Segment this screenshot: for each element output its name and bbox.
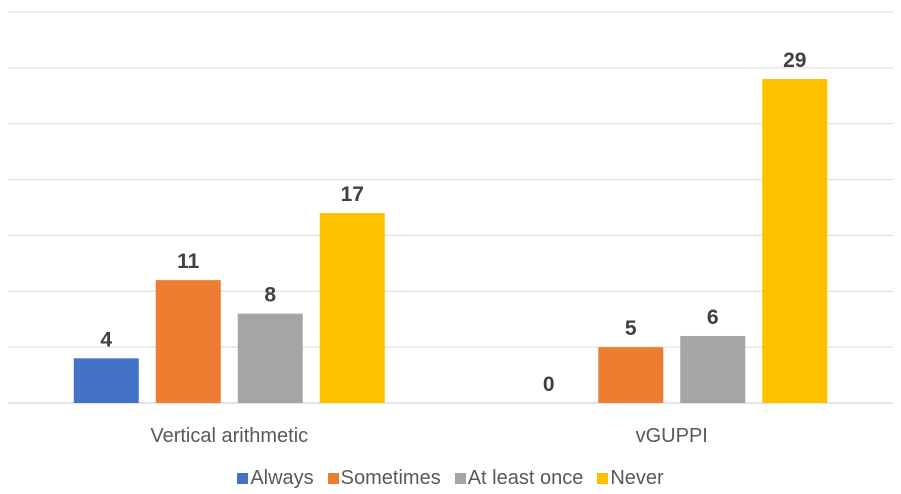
bar-at-least-once <box>680 335 746 403</box>
data-label-always: 4 <box>100 328 112 351</box>
category-label: vGUPPI <box>636 425 708 447</box>
data-label-always: 0 <box>543 373 555 396</box>
bar-sometimes <box>598 347 664 403</box>
legend-item-never: Never <box>597 466 664 490</box>
data-label-never: 29 <box>783 49 806 72</box>
bar-never <box>319 213 385 403</box>
legend-swatch-always <box>237 472 249 484</box>
data-label-never: 17 <box>341 183 364 206</box>
legend-label-at-least-once: At least once <box>467 466 584 489</box>
legend-label-never: Never <box>610 466 664 489</box>
bar-always <box>73 358 139 403</box>
data-label-sometimes: 11 <box>177 250 200 273</box>
legend-item-always: Always <box>237 466 314 490</box>
data-label-at-least-once: 8 <box>264 284 276 307</box>
legend-swatch-at-least-once <box>454 472 466 484</box>
legend-swatch-sometimes <box>327 472 339 484</box>
legend-label-sometimes: Sometimes <box>340 466 441 489</box>
legend-swatch-never <box>597 472 609 484</box>
bar-sometimes <box>155 280 221 403</box>
legend-label-always: Always <box>250 466 314 489</box>
data-label-sometimes: 5 <box>625 317 637 340</box>
legend: Always Sometimes At least once Never <box>0 466 901 490</box>
bar-never <box>762 79 828 404</box>
legend-item-sometimes: Sometimes <box>327 466 441 490</box>
bar-at-least-once <box>237 313 303 403</box>
data-label-at-least-once: 6 <box>707 306 719 329</box>
category-label: Vertical arithmetic <box>150 425 308 447</box>
legend-item-at-least-once: At least once <box>454 466 584 490</box>
